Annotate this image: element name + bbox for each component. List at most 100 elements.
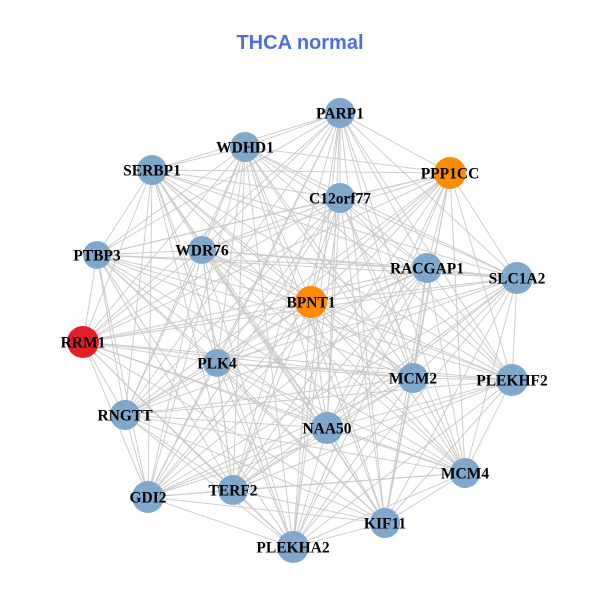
node-RRM1[interactable] <box>67 326 99 358</box>
edge-RRM1-MCM4 <box>82 341 466 474</box>
edge-RACGAP1-RRM1 <box>82 267 428 343</box>
edge-SERBP1-RACGAP1 <box>151 169 428 269</box>
edge-SLC1A2-PLK4 <box>216 277 518 364</box>
node-C12orf77[interactable] <box>325 183 355 213</box>
edge-C12orf77-KIF11 <box>339 197 386 524</box>
edge-MCM2-GDI2 <box>147 377 414 498</box>
edge-PTBP3-PLEKHA2 <box>96 254 294 548</box>
edge-PLK4-NAA50 <box>216 362 328 429</box>
node-MCM2[interactable] <box>398 363 428 393</box>
edge-RRM1-PLK4 <box>82 341 218 364</box>
edge-SERBP1-SLC1A2 <box>151 169 518 279</box>
edge-NAA50-GDI2 <box>147 427 328 498</box>
edge-NAA50-TERF2 <box>232 427 328 491</box>
node-KIF11[interactable] <box>370 508 400 538</box>
node-label-WDR76: WDR76 <box>175 243 229 260</box>
edge-RACGAP1-TERF2 <box>232 267 428 491</box>
edge-WDR76-SLC1A2 <box>201 249 518 279</box>
edge-PPP1CC-RRM1 <box>82 172 451 343</box>
edge-C12orf77-PTBP3 <box>96 197 341 256</box>
node-label-NAA50: NAA50 <box>302 421 351 438</box>
node-PPP1CC[interactable] <box>434 157 466 189</box>
node-label-MCM4: MCM4 <box>441 466 489 483</box>
edge-PPP1CC-NAA50 <box>326 172 451 429</box>
edge-C12orf77-GDI2 <box>147 197 341 498</box>
edge-RACGAP1-NAA50 <box>326 267 428 429</box>
node-label-PPP1CC: PPP1CC <box>421 166 480 183</box>
edge-C12orf77-TERF2 <box>232 197 341 491</box>
edge-C12orf77-RNGTT <box>124 197 341 416</box>
node-WDHD1[interactable] <box>230 132 260 162</box>
node-RACGAP1[interactable] <box>412 253 442 283</box>
node-label-WDHD1: WDHD1 <box>216 140 274 157</box>
edge-SLC1A2-BPNT1 <box>310 277 518 303</box>
node-BPNT1[interactable] <box>295 286 327 318</box>
edge-SLC1A2-MCM2 <box>412 277 518 379</box>
edge-SERBP1-PLEKHF2 <box>151 169 513 381</box>
edge-PPP1CC-BPNT1 <box>310 172 451 303</box>
node-WDR76[interactable] <box>188 236 216 264</box>
node-PLEKHF2[interactable] <box>496 364 528 396</box>
edge-WDR76-PLEKHF2 <box>201 249 513 381</box>
node-label-MCM2: MCM2 <box>389 371 437 388</box>
edge-PARP1-KIF11 <box>339 112 386 524</box>
edge-SERBP1-PTBP3 <box>96 169 153 256</box>
edge-C12orf77-MCM4 <box>339 197 466 474</box>
edge-MCM2-KIF11 <box>384 377 414 524</box>
edge-MCM2-PLEKHF2 <box>412 377 513 381</box>
edge-SLC1A2-PLEKHA2 <box>292 277 518 548</box>
edge-SLC1A2-MCM4 <box>464 277 518 474</box>
edge-PLK4-GDI2 <box>147 362 218 498</box>
edge-C12orf77-PLEKHA2 <box>292 197 341 548</box>
edge-PPP1CC-TERF2 <box>232 172 451 491</box>
edge-SLC1A2-KIF11 <box>384 277 518 524</box>
edge-SLC1A2-TERF2 <box>232 277 518 491</box>
node-PTBP3[interactable] <box>83 241 111 269</box>
node-RNGTT[interactable] <box>110 400 140 430</box>
labels-layer: PARP1 WDHD1 SERBP1 PPP1CC C12orf77 WDR76 PTBP3… <box>61 106 548 557</box>
edge-SLC1A2-PLEKHF2 <box>511 277 518 381</box>
edge-C12orf77-PLK4 <box>216 197 341 364</box>
edge-WDHD1-C12orf77 <box>244 146 341 199</box>
edge-PARP1-PTBP3 <box>96 112 341 256</box>
edge-MCM2-PLEKHA2 <box>292 377 414 548</box>
edge-WDHD1-NAA50 <box>244 146 328 429</box>
edge-SERBP1-BPNT1 <box>151 169 312 303</box>
edge-PTBP3-KIF11 <box>96 254 386 524</box>
node-SLC1A2[interactable] <box>501 262 533 294</box>
edge-C12orf77-MCM2 <box>339 197 414 379</box>
edge-PLK4-PLEKHA2 <box>216 362 294 548</box>
edge-PLEKHF2-NAA50 <box>326 379 513 429</box>
edge-PARP1-WDR76 <box>201 112 341 251</box>
chart-title: THCA normal <box>236 32 363 54</box>
edge-NAA50-KIF11 <box>326 427 386 524</box>
edge-SLC1A2-RNGTT <box>124 277 518 416</box>
edge-PLK4-MCM4 <box>216 362 466 474</box>
node-PARP1[interactable] <box>325 98 355 128</box>
edge-RACGAP1-BPNT1 <box>310 267 428 303</box>
node-TERF2[interactable] <box>218 475 248 505</box>
node-SERBP1[interactable] <box>137 155 167 185</box>
edge-WDHD1-BPNT1 <box>244 146 312 303</box>
edge-C12orf77-RACGAP1 <box>339 197 428 269</box>
node-label-SLC1A2: SLC1A2 <box>489 271 546 288</box>
edge-PPP1CC-RACGAP1 <box>426 172 451 269</box>
node-label-GDI2: GDI2 <box>129 490 166 507</box>
node-PLK4[interactable] <box>203 349 231 377</box>
node-MCM4[interactable] <box>450 458 480 488</box>
edge-C12orf77-BPNT1 <box>310 197 341 303</box>
node-PLEKHA2[interactable] <box>277 531 309 563</box>
edge-BPNT1-MCM2 <box>310 301 414 379</box>
edge-PARP1-PPP1CC <box>339 112 451 174</box>
edge-PARP1-BPNT1 <box>310 112 341 303</box>
edge-PARP1-MCM2 <box>339 112 414 379</box>
node-label-BPNT1: BPNT1 <box>286 295 335 312</box>
edge-PLEKHF2-RNGTT <box>124 379 513 416</box>
node-GDI2[interactable] <box>132 481 164 513</box>
node-NAA50[interactable] <box>311 412 343 444</box>
edge-PARP1-RACGAP1 <box>339 112 428 269</box>
edge-C12orf77-SLC1A2 <box>339 197 518 279</box>
node-label-C12orf77: C12orf77 <box>309 191 371 208</box>
node-label-RRM1: RRM1 <box>61 335 106 352</box>
